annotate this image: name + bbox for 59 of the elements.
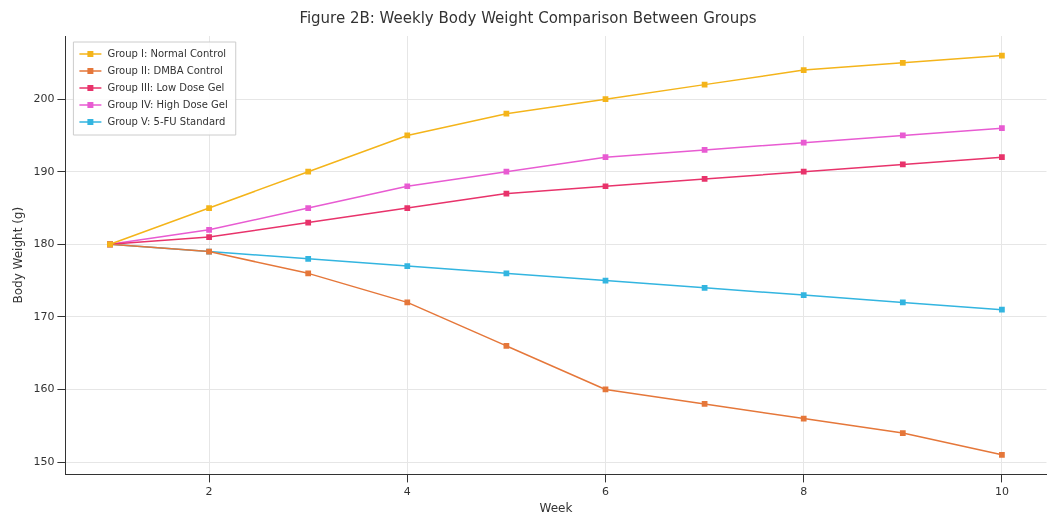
point <box>503 168 510 175</box>
point <box>999 306 1005 313</box>
point <box>305 255 312 262</box>
legend-label: Group II: DMBA Control <box>107 64 223 76</box>
point <box>999 154 1005 161</box>
point <box>503 270 510 277</box>
point <box>305 168 312 175</box>
point <box>899 59 906 66</box>
point <box>206 205 212 211</box>
point <box>404 183 411 190</box>
point <box>404 132 411 139</box>
y-axis-title: Body Weight (g) <box>11 206 26 304</box>
point <box>701 176 708 182</box>
point <box>404 299 411 306</box>
point <box>701 401 708 407</box>
y-tick-label: 190 <box>33 164 55 178</box>
legend-label: Group V: 5-FU Standard <box>107 115 226 127</box>
y-tick-label: 160 <box>33 382 55 396</box>
point <box>899 299 906 306</box>
y-tick-label: 200 <box>33 92 55 106</box>
legend-label: Group IV: High Dose Gel <box>107 98 228 110</box>
point <box>899 132 906 139</box>
legend-label: Group I: Normal Control <box>107 47 227 59</box>
point <box>701 147 708 153</box>
x-tick-label: 6 <box>602 484 609 498</box>
chart-title: Figure 2B: Weekly Body Weight Comparison Between Groups <box>299 8 757 27</box>
point <box>800 67 807 73</box>
point <box>404 263 411 269</box>
x-axis-title: Week <box>539 500 573 515</box>
x-tick-label: 2 <box>205 484 213 498</box>
point <box>701 284 708 291</box>
point <box>305 205 312 211</box>
point <box>999 451 1005 458</box>
x-tick-label: 4 <box>403 484 411 498</box>
x-tick-label: 8 <box>800 484 808 498</box>
y-tick-label: 150 <box>33 454 55 468</box>
point <box>602 183 609 190</box>
point <box>206 226 212 233</box>
point <box>800 168 807 175</box>
point <box>999 52 1005 59</box>
point <box>602 154 609 161</box>
point <box>305 219 312 226</box>
y-tick-label: 180 <box>33 237 55 251</box>
point <box>305 270 312 277</box>
point <box>899 430 906 436</box>
point <box>503 343 510 349</box>
point <box>503 110 510 117</box>
point <box>800 415 807 422</box>
point <box>800 139 807 146</box>
point <box>999 125 1005 132</box>
point <box>800 292 807 298</box>
x-tick-label: 10 <box>994 484 1009 498</box>
y-tick-label: 170 <box>33 309 55 323</box>
point <box>206 234 212 240</box>
point <box>701 81 708 88</box>
legend-label: Group III: Low Dose Gel <box>107 81 225 93</box>
point <box>899 161 906 168</box>
point <box>404 205 411 211</box>
point <box>602 96 609 103</box>
